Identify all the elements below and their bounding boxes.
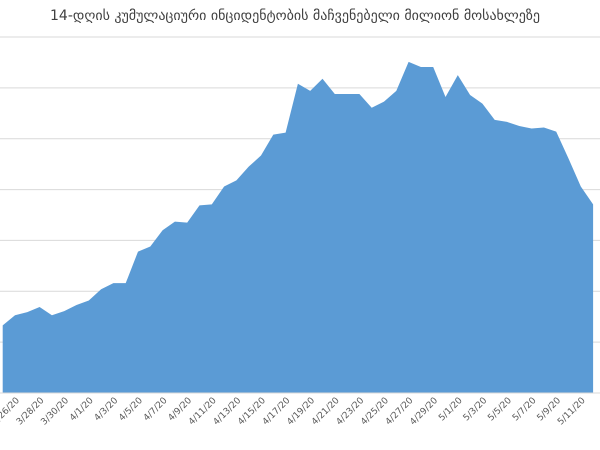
x-tick-label: 4/3/20 [93, 396, 121, 424]
x-tick-label: 5/1/20 [437, 396, 465, 424]
x-tick-label: 4/1/20 [68, 396, 96, 424]
chart-title: 14-დღის კუმულაციური ინციდენტობის მაჩვენე… [50, 7, 540, 24]
x-tick-label: 5/7/20 [511, 396, 539, 424]
area [2, 61, 594, 394]
x-tick-label: 4/29/20 [408, 396, 440, 428]
x-tick-label: 5/5/20 [486, 396, 514, 424]
x-tick-label: 4/7/20 [142, 396, 170, 424]
x-tick-label: 5/11/20 [556, 396, 588, 428]
x-tick-label: 4/5/20 [117, 396, 145, 424]
x-tick-label: 5/3/20 [462, 396, 490, 424]
x-tick-label: 3/30/20 [39, 396, 71, 428]
